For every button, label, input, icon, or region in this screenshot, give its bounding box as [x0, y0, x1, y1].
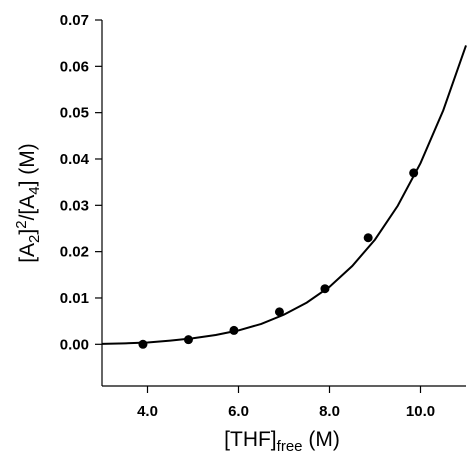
data-point [274, 307, 284, 317]
y-axis-title: [A2]2/[A4] (M) [13, 143, 43, 263]
y-tick-label: 0.02 [60, 244, 89, 261]
data-point [183, 335, 193, 345]
data-point [409, 168, 419, 178]
y-tick-label: 0.04 [60, 151, 90, 168]
axes [101, 20, 466, 387]
tick-labels: 0.00 0.01 0.02 0.03 0.04 0.05 0.06 0.07 4.0 6.0 8.… [60, 12, 435, 420]
x-axis-title: [THF]free (M) [224, 428, 340, 452]
x-tick-label: 4.0 [137, 403, 158, 420]
ticks [95, 19, 422, 393]
y-tick-label: 0.05 [60, 105, 89, 122]
x-tick-label: 10.0 [406, 403, 435, 420]
data-point [138, 339, 148, 349]
data-point [229, 325, 239, 335]
data-point [320, 284, 330, 294]
data-point [363, 233, 373, 243]
y-tick-label: 0.06 [60, 58, 89, 75]
x-tick-label: 6.0 [228, 403, 249, 420]
x-tick-label: 8.0 [319, 403, 340, 420]
y-tick-label: 0.03 [60, 197, 89, 214]
plot-area [101, 45, 467, 349]
y-tick-label: 0.00 [60, 336, 89, 353]
fit-curve-line [101, 45, 467, 345]
y-tick-label: 0.01 [60, 290, 89, 307]
y-tick-label: 0.07 [60, 12, 89, 29]
